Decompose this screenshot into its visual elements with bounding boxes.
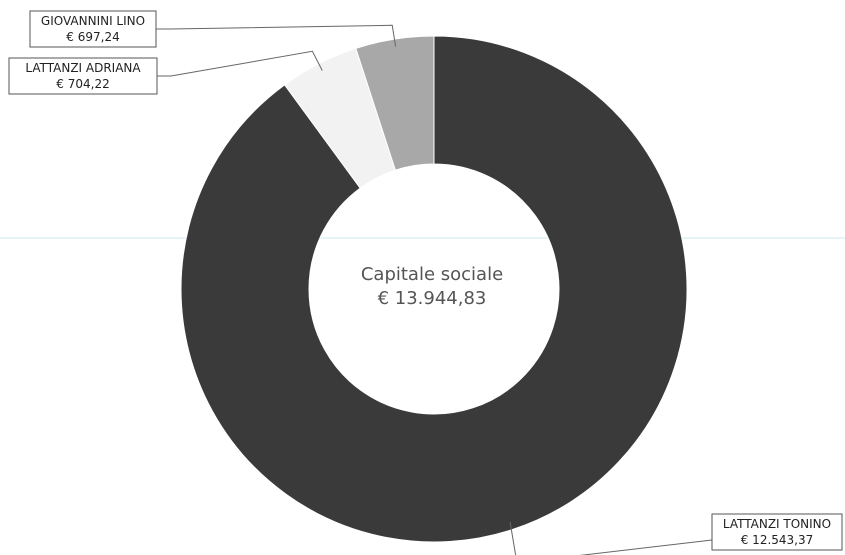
donut-slice-giovannini-lino bbox=[355, 35, 435, 171]
leader-line-giovannini-lino bbox=[156, 24, 397, 47]
center-label-total: € 13.944,83 bbox=[378, 288, 487, 309]
slice-label-value-adriana: € 704,22 bbox=[56, 77, 109, 91]
slice-label-value-tonino: € 12.543,37 bbox=[741, 533, 814, 547]
leader-lines-group bbox=[156, 24, 713, 555]
leader-line-lattanzi-tonino bbox=[509, 521, 713, 555]
center-label-title: Capitale sociale bbox=[361, 264, 503, 285]
slice-label-name-tonino: LATTANZI TONINO bbox=[723, 517, 831, 531]
slice-label-name-giovannini: GIOVANNINI LINO bbox=[41, 14, 145, 28]
donut-slice-lattanzi-tonino bbox=[180, 35, 688, 543]
leader-line-lattanzi-adriana bbox=[157, 50, 323, 77]
slices-group bbox=[180, 35, 688, 543]
slice-label-name-adriana: LATTANZI ADRIANA bbox=[25, 61, 141, 75]
label-box-lattanzi-adriana: LATTANZI ADRIANA € 704,22 bbox=[8, 57, 158, 95]
label-box-lattanzi-tonino: LATTANZI TONINO € 12.543,37 bbox=[711, 513, 843, 551]
label-box-giovannini-lino: GIOVANNINI LINO € 697,24 bbox=[29, 10, 157, 48]
slice-label-value-giovannini: € 697,24 bbox=[66, 30, 119, 44]
